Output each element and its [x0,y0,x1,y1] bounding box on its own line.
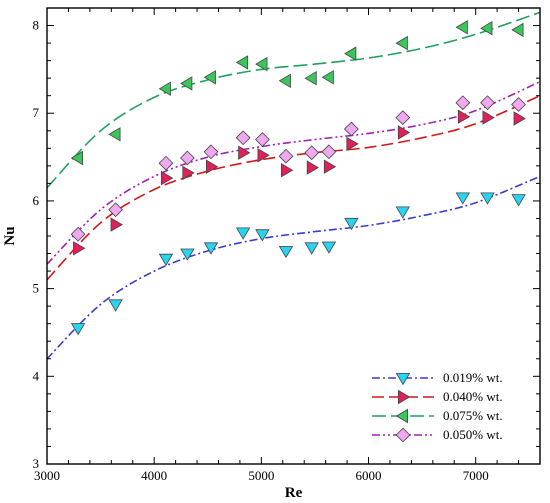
x-tick-label: 3000 [34,468,60,483]
data-point-series-3 [480,20,493,36]
data-point-series-2 [110,217,123,232]
data-point-series-3 [108,127,121,142]
data-point-series-2 [306,160,319,175]
data-point-series-1 [278,245,294,259]
legend-marker [395,372,411,386]
data-point-series-2 [257,148,270,163]
data-point-series-1 [511,194,526,207]
fit-line-series-1 [46,175,541,360]
data-point-series-2 [238,145,251,160]
data-point-series-2 [182,165,195,181]
data-point-series-2 [457,109,471,124]
data-point-series-3 [304,71,317,86]
data-point-series-1 [344,217,359,231]
legend-label: 0.040% wt. [443,389,503,404]
legend-label: 0.019% wt. [443,370,503,385]
legend-marker [395,408,409,424]
data-point-series-1 [70,323,86,336]
data-point-series-2 [205,159,219,174]
data-point-series-4 [278,148,294,164]
data-point-series-3 [180,76,193,91]
plot-frame [46,7,541,465]
data-point-series-3 [321,70,334,85]
y-axis-title: Nu [2,226,18,245]
data-point-series-1 [235,227,251,240]
fit-line-series-4 [46,80,541,265]
data-point-series-4 [480,95,495,111]
legend-marker [397,389,411,405]
data-point-series-3 [235,55,249,70]
legend: 0.019% wt. 0.040% wt. 0.075% wt. 0.050% wt. [372,370,503,443]
fit-line-series-3 [46,11,541,189]
data-point-series-2 [73,241,86,256]
legend-label: 0.075% wt. [443,408,503,423]
data-point-series-1 [395,206,411,219]
data-point-series-4 [321,144,337,160]
data-point-series-4 [235,130,251,146]
y-tick-label: 7 [33,105,40,120]
data-point-series-2 [513,111,526,126]
data-point-series-3 [511,22,524,38]
x-axis-ticks: 3000 4000 5000 6000 7000 [34,8,541,483]
x-tick-label: 5000 [248,468,274,483]
data-point-series-1 [203,242,219,255]
y-tick-label: 5 [33,281,40,296]
data-point-series-2 [346,136,359,152]
x-axis-title: Re [285,485,303,501]
data-point-series-4 [304,145,320,161]
data-point-series-4 [395,110,411,125]
data-point-series-1 [158,253,174,267]
data-point-series-1 [480,192,495,205]
x-tick-label: 7000 [463,468,489,483]
data-point-series-4 [343,121,359,137]
data-point-series-1 [304,242,319,255]
data-point-series-1 [180,248,195,261]
y-tick-label: 6 [33,193,40,208]
y-tick-label: 8 [33,18,40,33]
data-point-series-4 [203,144,219,160]
data-point-series-1 [321,241,337,254]
data-point-series-3 [344,46,357,61]
data-point-series-4 [108,202,123,218]
data-point-series-3 [278,73,291,89]
data-point-series-3 [203,70,216,85]
legend-marker [395,427,411,443]
data-point-series-4 [180,150,195,166]
data-point-series-4 [455,95,471,111]
data-point-series-4 [70,226,86,242]
data-point-series-4 [158,155,174,171]
data-point-series-3 [158,81,171,96]
data-point-series-3 [395,35,408,51]
data-point-series-2 [280,163,294,178]
x-tick-label: 4000 [141,468,167,483]
y-tick-label: 4 [33,368,40,383]
data-point-series-4 [255,132,270,147]
x-tick-label: 6000 [356,468,382,483]
plot-area [46,11,541,360]
data-point-series-3 [455,20,468,35]
data-point-series-3 [255,56,268,72]
data-point-series-2 [397,125,411,140]
data-point-series-4 [511,97,526,112]
data-markers [70,20,526,336]
data-point-series-1 [108,299,123,312]
data-point-series-1 [255,229,270,242]
legend-label: 0.050% wt. [443,427,503,442]
y-tick-label: 3 [33,456,40,471]
data-point-series-2 [482,110,495,125]
data-point-series-2 [323,159,337,174]
data-point-series-1 [455,192,471,205]
data-point-series-2 [160,170,174,186]
data-point-series-3 [70,150,83,166]
